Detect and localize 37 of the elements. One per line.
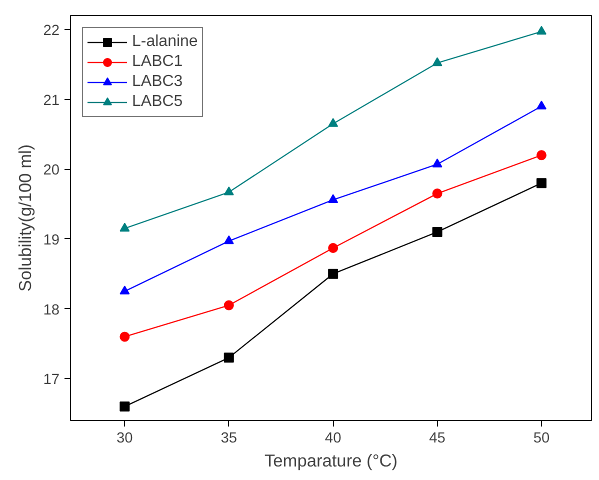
x-tick-label: 40 [324,430,342,446]
point [224,300,234,310]
point [536,178,546,188]
x-tick-label: 30 [116,430,133,446]
legend-label: LABC3 [132,73,183,91]
legend-label: L-alanine [132,33,198,51]
point [536,100,546,110]
x-tick-label: 50 [533,430,550,446]
point [432,188,442,199]
point [328,243,338,254]
x-axis-title: Temparature (°C) [264,450,398,470]
point [536,26,546,35]
point [224,352,234,363]
legend-label: LABC1 [132,53,183,71]
y-tick-label: 22 [43,22,60,39]
point [120,286,130,294]
y-tick-label: 19 [43,232,60,248]
legend-label: LABC5 [132,93,183,111]
point [224,186,234,196]
y-tick-label: 20 [43,162,60,179]
point [120,402,130,412]
point [432,226,442,237]
point [328,194,338,203]
point [432,57,442,66]
point [120,222,130,232]
y-tick-label: 18 [43,302,60,318]
point [536,150,546,160]
point [120,332,130,342]
y-axis-title: Solubility(g/100 ml) [15,144,36,292]
point [328,118,338,127]
point [328,268,338,279]
y-tick-label: 21 [43,92,60,109]
x-tick-label: 45 [429,430,446,446]
x-tick-label: 35 [220,430,238,446]
point [432,158,442,168]
point [224,235,234,244]
y-tick-label: 17 [43,372,60,388]
